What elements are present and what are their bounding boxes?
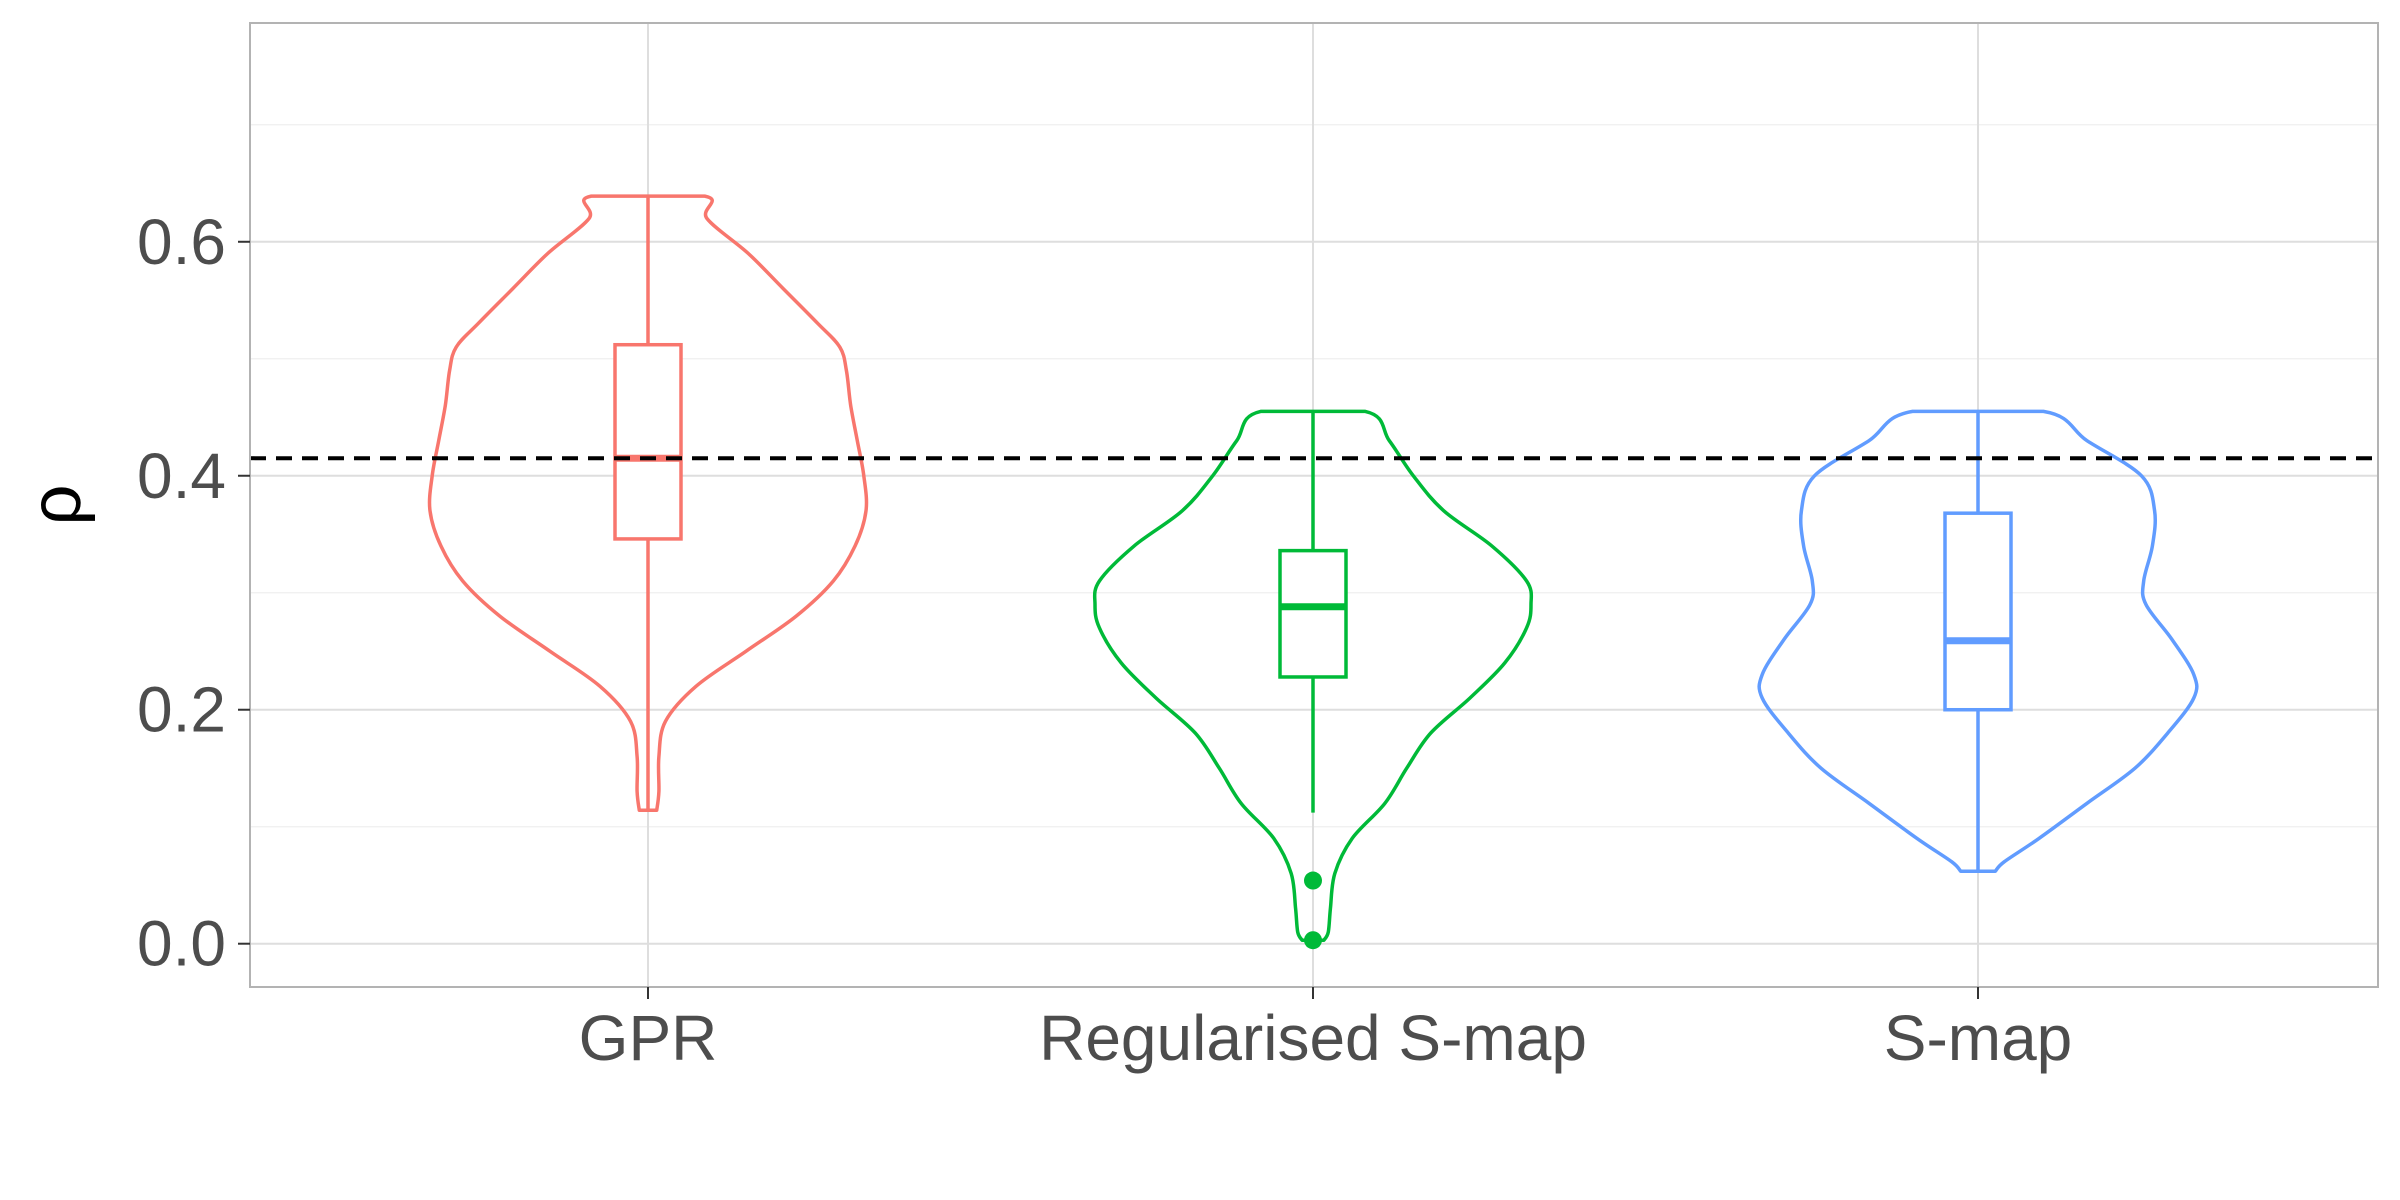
- outlier-point: [1304, 871, 1322, 890]
- y-tick-labels: 0.0 0.2 0.4 0.6: [137, 206, 250, 980]
- x-tick-labels: GPR Regularised S-map S-map: [579, 987, 2073, 1074]
- iqr-box: [1943, 511, 2013, 712]
- outlier-point: [1304, 931, 1322, 950]
- y-axis-title: ρ: [16, 485, 96, 526]
- x-tick-label: S-map: [1884, 1002, 2073, 1074]
- x-tick-label: GPR: [579, 1002, 718, 1074]
- y-tick-label: 0.4: [137, 440, 226, 512]
- y-tick-label: 0.2: [137, 674, 226, 746]
- violin-outline: [1092, 409, 1534, 942]
- x-tick-label: Regularised S-map: [1039, 1002, 1587, 1074]
- violin-outline: [1757, 409, 2199, 873]
- iqr-box: [1278, 548, 1348, 679]
- y-tick-label: 0.6: [137, 206, 226, 278]
- violin-outline: [427, 194, 869, 813]
- iqr-box: [613, 342, 683, 541]
- violins: [427, 194, 2199, 950]
- violin-group-regularised-s-map: [1092, 409, 1534, 950]
- violin-group-s-map: [1757, 409, 2199, 873]
- y-tick-label: 0.0: [137, 908, 226, 980]
